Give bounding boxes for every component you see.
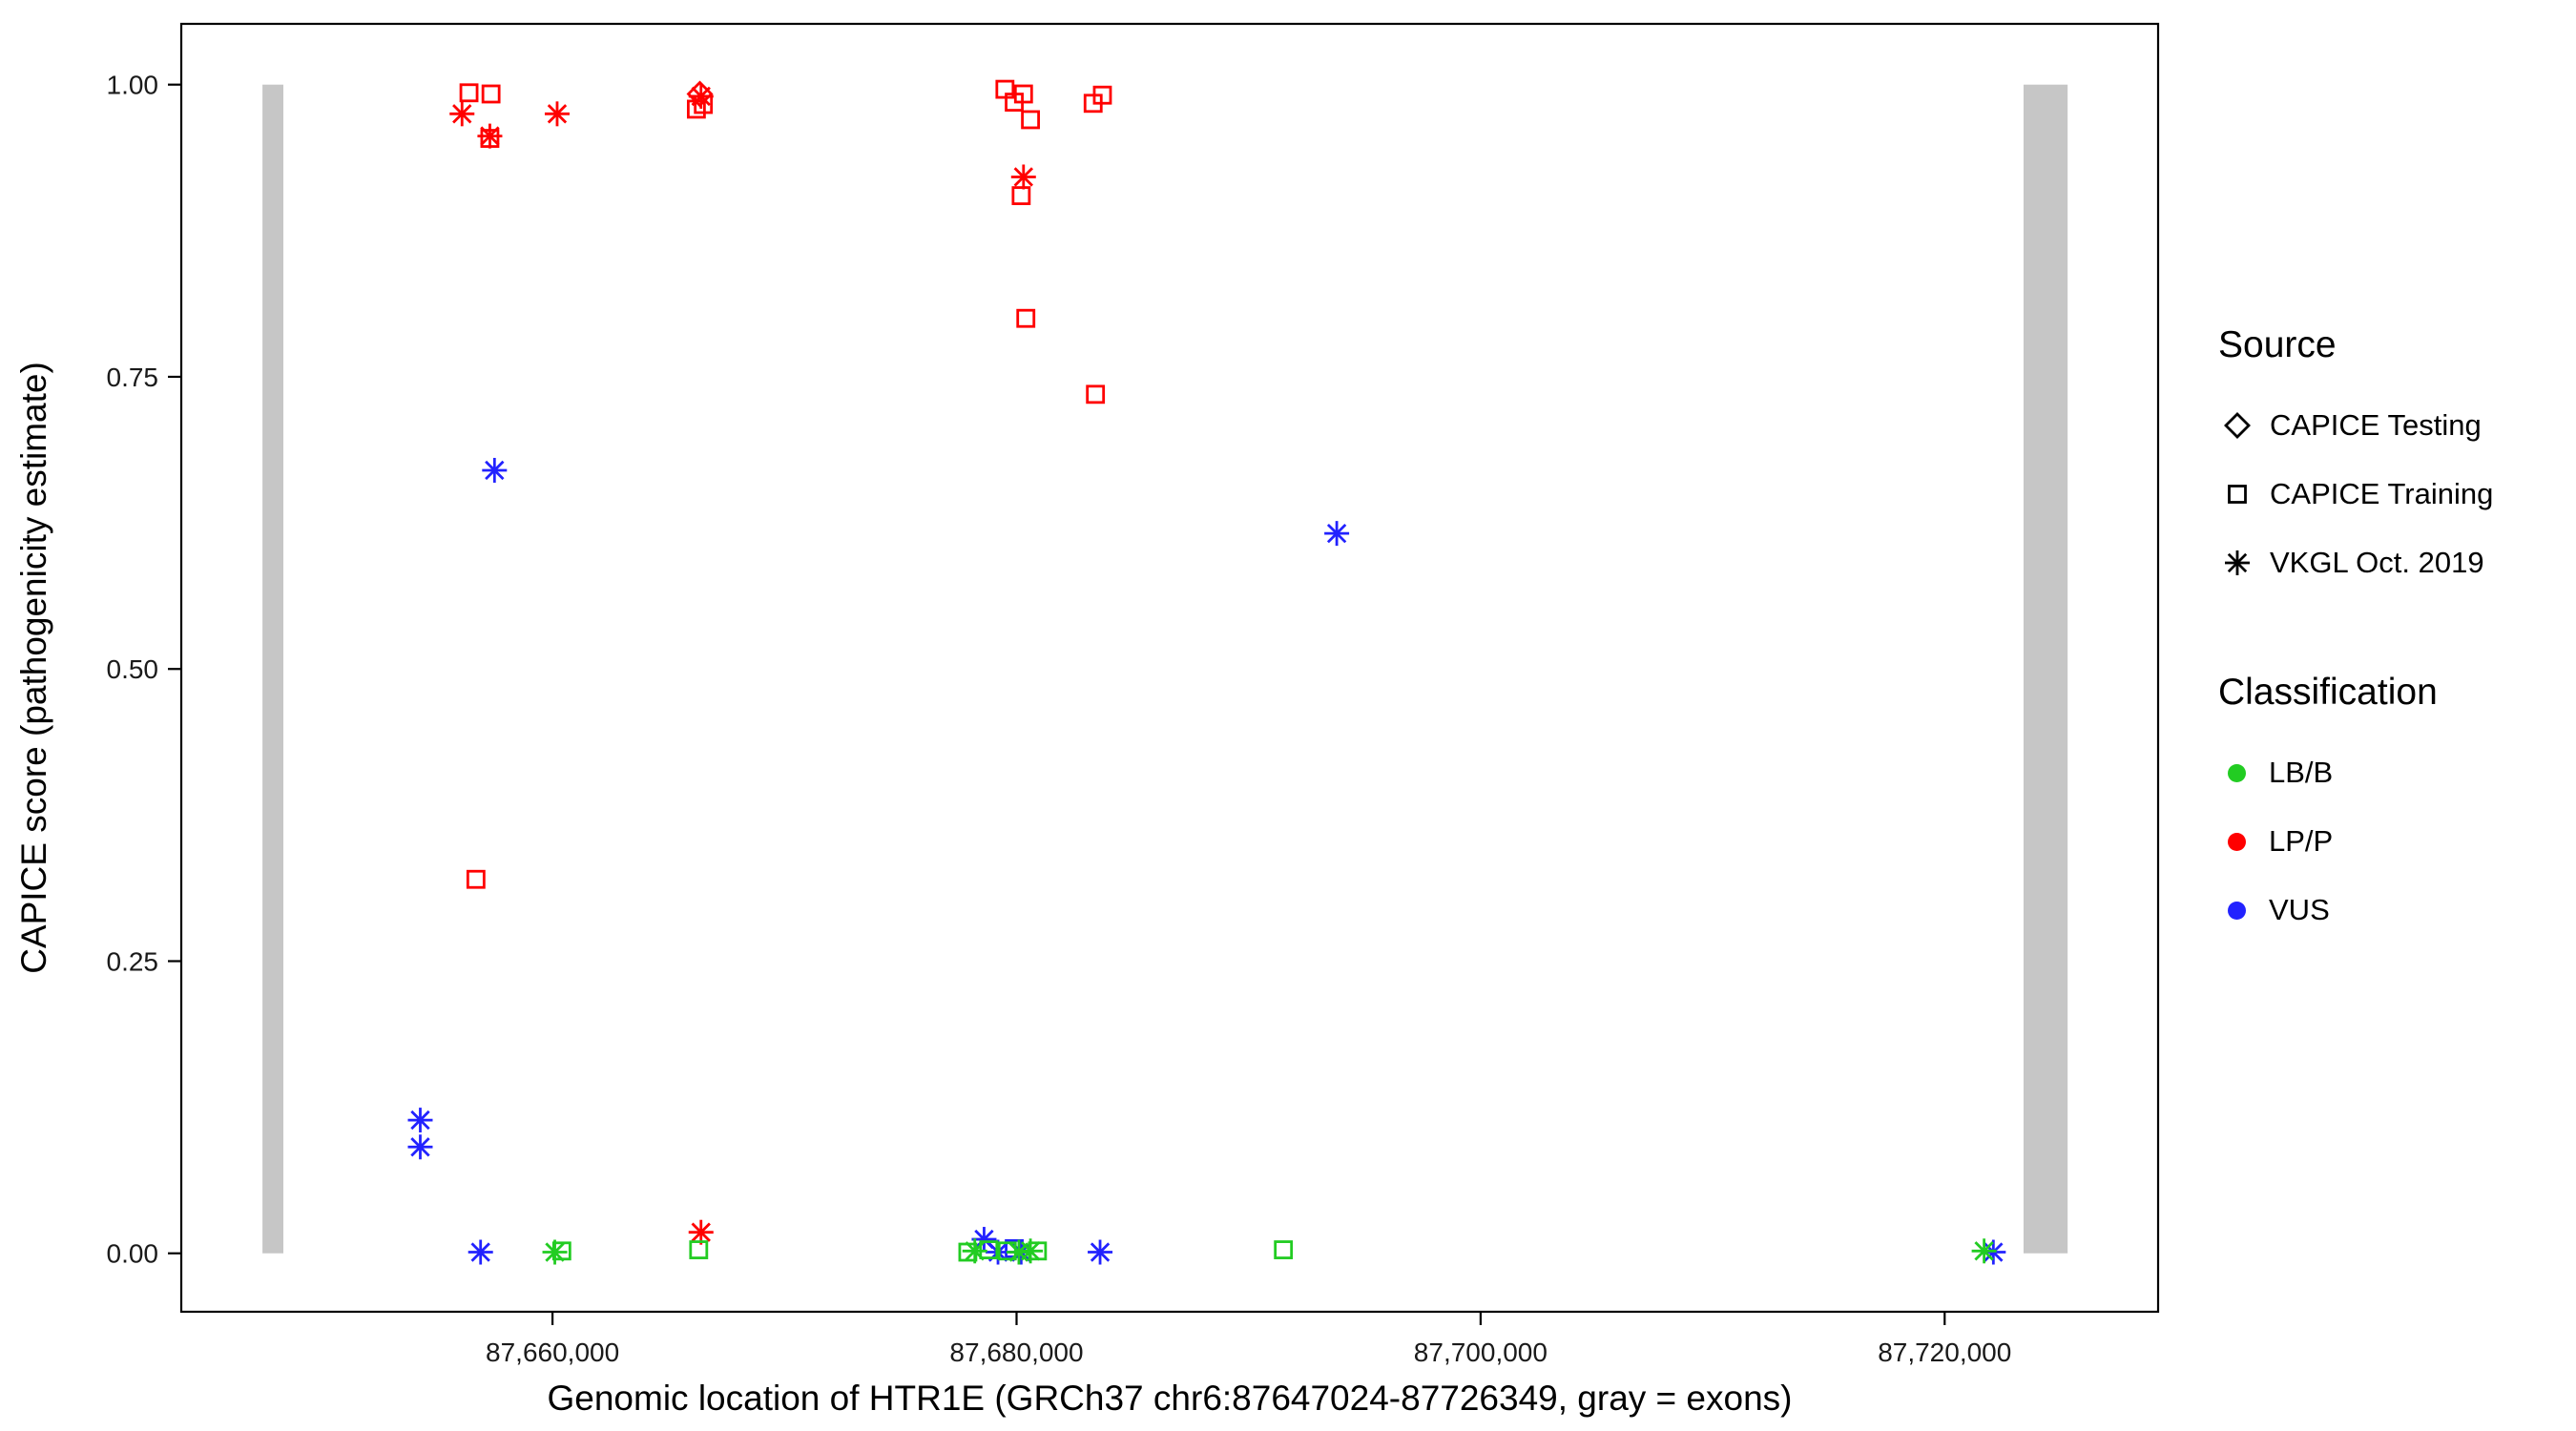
point-marker-asterisk	[974, 1229, 994, 1250]
point-marker-square	[1016, 308, 1036, 328]
legend-item-label: CAPICE Testing	[2270, 408, 2482, 442]
x-tick-label: 87,700,000	[1414, 1338, 1548, 1367]
point-marker-asterisk	[547, 104, 568, 124]
legend-item-label: VKGL Oct. 2019	[2270, 546, 2484, 579]
exon-bar	[2023, 84, 2068, 1254]
y-tick-label: 0.75	[107, 363, 159, 392]
y-axis-title: CAPICE score (pathogenicity estimate)	[14, 362, 53, 974]
x-tick-label: 87,720,000	[1878, 1338, 2011, 1367]
legend-spacer	[2218, 597, 2493, 672]
diamond-icon	[2224, 412, 2251, 439]
point-marker-square	[1013, 84, 1033, 104]
point-marker-square	[1274, 1240, 1294, 1259]
point-marker-diamond	[686, 80, 714, 108]
point-marker-asterisk	[1090, 1242, 1111, 1262]
point-marker-diamond	[2224, 412, 2251, 439]
point-marker-asterisk	[452, 104, 472, 124]
asterisk-icon	[2225, 550, 2250, 575]
legend-item-vkgl: VKGL Oct. 2019	[2218, 529, 2493, 597]
legend-item-capice-training: CAPICE Training	[2218, 460, 2493, 529]
point-marker-square	[1092, 85, 1112, 105]
point-marker-asterisk	[1974, 1241, 1994, 1261]
scatter-plot-canvas: 87,660,000 87,680,000 87,700,000 87,720,000…	[14, 22, 2160, 1418]
point-marker-square	[689, 1240, 709, 1259]
point-marker-square	[466, 869, 486, 889]
legend-item-capice-testing: CAPICE Testing	[2218, 391, 2493, 460]
point-marker-square	[459, 83, 479, 103]
point-marker-asterisk	[480, 126, 500, 146]
point-marker-square	[2228, 485, 2247, 504]
point-marker-asterisk	[2227, 552, 2248, 573]
exon-bar	[262, 84, 284, 1254]
legend-item-lpp: LP/P	[2218, 807, 2493, 876]
y-tick-label: 1.00	[107, 71, 159, 100]
legend-source-title: Source	[2218, 324, 2337, 365]
point-marker-asterisk	[485, 460, 505, 481]
legend-item-label: VUS	[2269, 893, 2330, 926]
point-marker-square	[1028, 1241, 1048, 1261]
y-tick-label: 0.25	[107, 946, 159, 976]
legend-item-label: LP/P	[2269, 824, 2334, 858]
x-axis-title: Genomic location of HTR1E (GRCh37 chr6:8…	[548, 1379, 1793, 1418]
point-marker-square	[1086, 384, 1106, 404]
legend-item-label: LB/B	[2269, 756, 2334, 789]
red-dot-icon	[2228, 832, 2246, 851]
x-tick-label: 87,680,000	[949, 1338, 1083, 1367]
legend-item-lbb: LB/B	[2218, 738, 2493, 807]
point-marker-square	[481, 84, 501, 104]
legend-item-vus: VUS	[2218, 876, 2493, 944]
point-marker-asterisk	[691, 1222, 711, 1242]
y-tick-label: 0.00	[107, 1239, 159, 1269]
x-tick-label: 87,660,000	[486, 1338, 619, 1367]
point-marker-square	[1021, 110, 1040, 130]
point-marker-asterisk	[410, 1137, 430, 1157]
point-marker-asterisk	[410, 1110, 430, 1130]
point-marker-asterisk	[1013, 167, 1033, 187]
square-icon	[2228, 485, 2247, 504]
point-marker-square	[1011, 186, 1031, 205]
point-marker-square	[551, 1241, 571, 1261]
panel-border	[179, 22, 2160, 1314]
green-dot-icon	[2228, 763, 2246, 782]
point-marker-asterisk	[1326, 523, 1347, 544]
legend-panel: Source CAPICE Testing CAPICE Training VK…	[2218, 324, 2493, 944]
point-marker-square	[979, 1240, 999, 1259]
legend-item-label: CAPICE Training	[2270, 477, 2494, 510]
legend-classification-title: Classification	[2218, 672, 2438, 713]
y-tick-label: 0.50	[107, 654, 159, 684]
blue-dot-icon	[2228, 901, 2246, 920]
point-marker-asterisk	[470, 1242, 490, 1262]
